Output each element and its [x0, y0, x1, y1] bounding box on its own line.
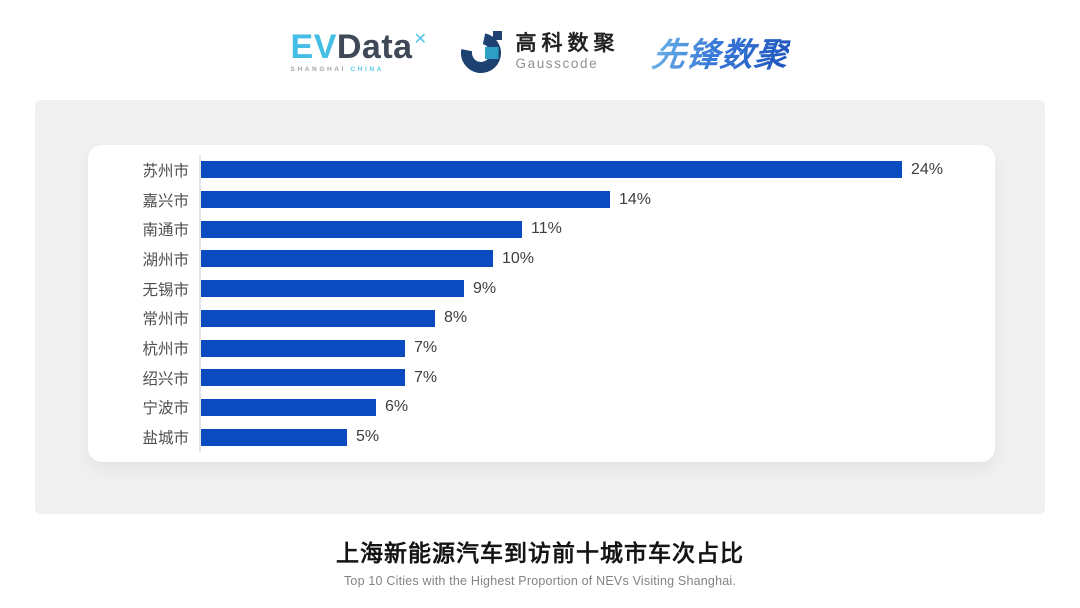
value-label: 10% [502, 249, 535, 267]
category-label: 宁波市 [142, 400, 189, 418]
chart-panel: 苏州市 24% 嘉兴市 14% 南通市 11% 湖州市 10% 无锡市 9% [35, 100, 1045, 514]
category-label: 嘉兴市 [142, 192, 189, 210]
chart-row: 湖州市 10% [88, 244, 995, 274]
evdata-shanghai-text: SHANGHAI [290, 66, 346, 74]
value-label: 7% [414, 368, 438, 386]
chart-row: 常州市 8% [88, 303, 995, 334]
plot-area: 11% [199, 214, 995, 245]
category-label: 无锡市 [142, 281, 189, 299]
value-label: 5% [356, 428, 380, 446]
value-label: 24% [911, 160, 944, 178]
value-label: 8% [444, 309, 468, 327]
plot-area: 9% [199, 273, 995, 304]
xianfeng-logo: 先锋数聚 [650, 28, 793, 76]
bar [201, 191, 610, 209]
category-label: 绍兴市 [142, 370, 189, 388]
evdata-china-text: CHINA [350, 66, 384, 74]
plot-area: 6% [199, 392, 995, 423]
bar [201, 220, 522, 238]
bar [201, 428, 347, 446]
value-label: 9% [473, 279, 497, 297]
chart-row: 南通市 11% [88, 214, 995, 245]
plot-area: 7% [199, 362, 995, 393]
evdata-subtext: SHANGHAI CHINA [291, 67, 427, 74]
plot-area: 8% [199, 303, 995, 334]
plot-area: 24% [199, 155, 995, 185]
plot-area: 7% [199, 333, 995, 363]
bar [201, 161, 902, 179]
chart-row: 嘉兴市 14% [88, 184, 995, 215]
value-label: 14% [619, 190, 652, 208]
gausscode-cn-label: 高科数聚 [515, 31, 620, 55]
bar [201, 369, 405, 387]
gausscode-en-label: Gausscode [515, 55, 599, 71]
plot-area: 5% [199, 422, 995, 453]
chart-row: 苏州市 24% [88, 155, 995, 185]
gausscode-logo: 高科数聚 Gausscode [460, 29, 619, 75]
sparkle-icon: ✕ [413, 31, 428, 49]
chart-title: 上海新能源汽车到访前十城市车次占比 [336, 540, 744, 566]
evdata-data-text: Data [336, 28, 413, 67]
value-label: 7% [414, 339, 438, 357]
evdata-logo: EVData✕ SHANGHAI CHINA [291, 30, 427, 74]
bar [201, 398, 376, 416]
gausscode-text: 高科数聚 Gausscode [515, 31, 620, 71]
category-label: 盐城市 [142, 430, 189, 448]
evdata-ev-text: EV [290, 28, 337, 67]
bar [201, 309, 435, 327]
chart-row: 盐城市 5% [88, 422, 995, 453]
chart-card: 苏州市 24% 嘉兴市 14% 南通市 11% 湖州市 10% 无锡市 9% [88, 145, 995, 462]
category-label: 苏州市 [142, 162, 189, 180]
chart-subtitle: Top 10 Cities with the Highest Proportio… [343, 574, 737, 588]
chart-row: 宁波市 6% [88, 392, 995, 423]
evdata-wordmark: EVData✕ [291, 30, 427, 64]
value-label: 6% [385, 398, 409, 416]
plot-area: 14% [199, 184, 995, 215]
gausscode-g-icon [461, 31, 503, 73]
bar-chart: 苏州市 24% 嘉兴市 14% 南通市 11% 湖州市 10% 无锡市 9% [88, 155, 995, 453]
plot-area: 10% [199, 244, 995, 274]
bar [201, 280, 464, 298]
category-label: 南通市 [142, 222, 189, 240]
bar [201, 339, 405, 357]
chart-row: 绍兴市 7% [88, 362, 995, 393]
category-label: 杭州市 [142, 341, 189, 359]
bar [201, 250, 493, 268]
chart-row: 杭州市 7% [88, 333, 995, 363]
chart-row: 无锡市 9% [88, 273, 995, 304]
chart-caption: 上海新能源汽车到访前十城市车次占比 Top 10 Cities with the… [0, 534, 1080, 588]
value-label: 11% [531, 220, 562, 238]
category-label: 常州市 [142, 311, 189, 329]
header-logos: EVData✕ SHANGHAI CHINA 高科数聚 Gausscode 先锋… [0, 0, 1080, 82]
category-label: 湖州市 [142, 251, 189, 269]
